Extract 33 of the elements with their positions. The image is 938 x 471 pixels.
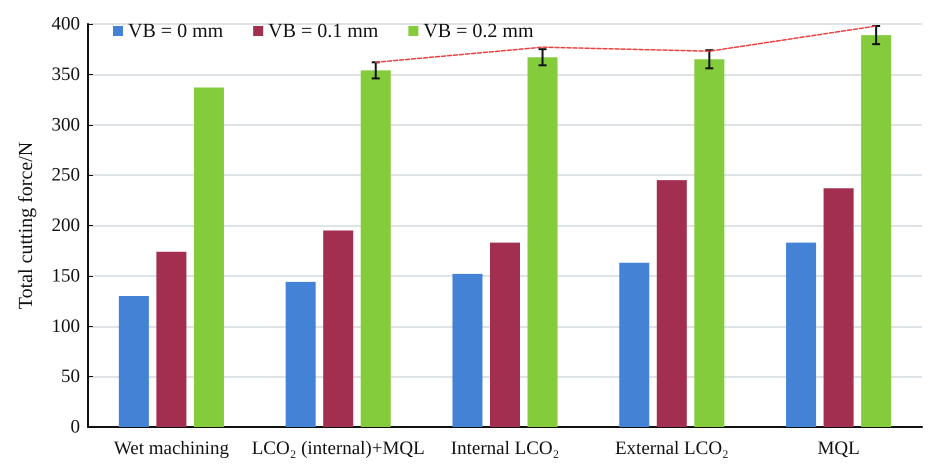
bar	[323, 230, 354, 427]
bar	[786, 242, 816, 427]
y-tick-label: 350	[52, 64, 80, 85]
bar	[118, 296, 149, 427]
y-tick-label: 100	[52, 316, 80, 337]
x-tick-label: Wet machining	[114, 438, 230, 459]
bar	[452, 274, 482, 427]
bar	[360, 70, 391, 427]
bar	[156, 252, 186, 427]
bar	[528, 57, 558, 427]
bar	[694, 59, 724, 427]
legend-label: VB = 0 mm	[128, 20, 224, 42]
y-tick-label: 50	[61, 366, 80, 388]
y-tick-label: 200	[52, 215, 80, 236]
x-tick-label: LCO₂ (internal)+MQL	[252, 438, 425, 459]
y-tick-label: 150	[52, 265, 80, 286]
x-tick-label: MQL	[817, 438, 860, 459]
bar	[656, 180, 687, 427]
y-tick-label: 250	[52, 164, 80, 186]
y-tick-label: 0	[70, 416, 80, 438]
x-tick-label: External LCO₂	[614, 438, 729, 459]
y-axis-title: Total cutting force/N	[15, 142, 37, 310]
y-tick-label: 300	[52, 114, 80, 136]
bar	[824, 188, 854, 427]
bar	[861, 35, 892, 427]
x-tick-label: Internal LCO₂	[450, 438, 560, 459]
legend-label: VB = 0.1 mm	[268, 20, 379, 42]
bar	[194, 87, 224, 427]
bar	[286, 282, 316, 427]
legend-label: VB = 0.2 mm	[423, 20, 534, 42]
y-tick-label: 400	[52, 14, 80, 34]
bar	[619, 262, 650, 427]
bar	[490, 242, 520, 427]
